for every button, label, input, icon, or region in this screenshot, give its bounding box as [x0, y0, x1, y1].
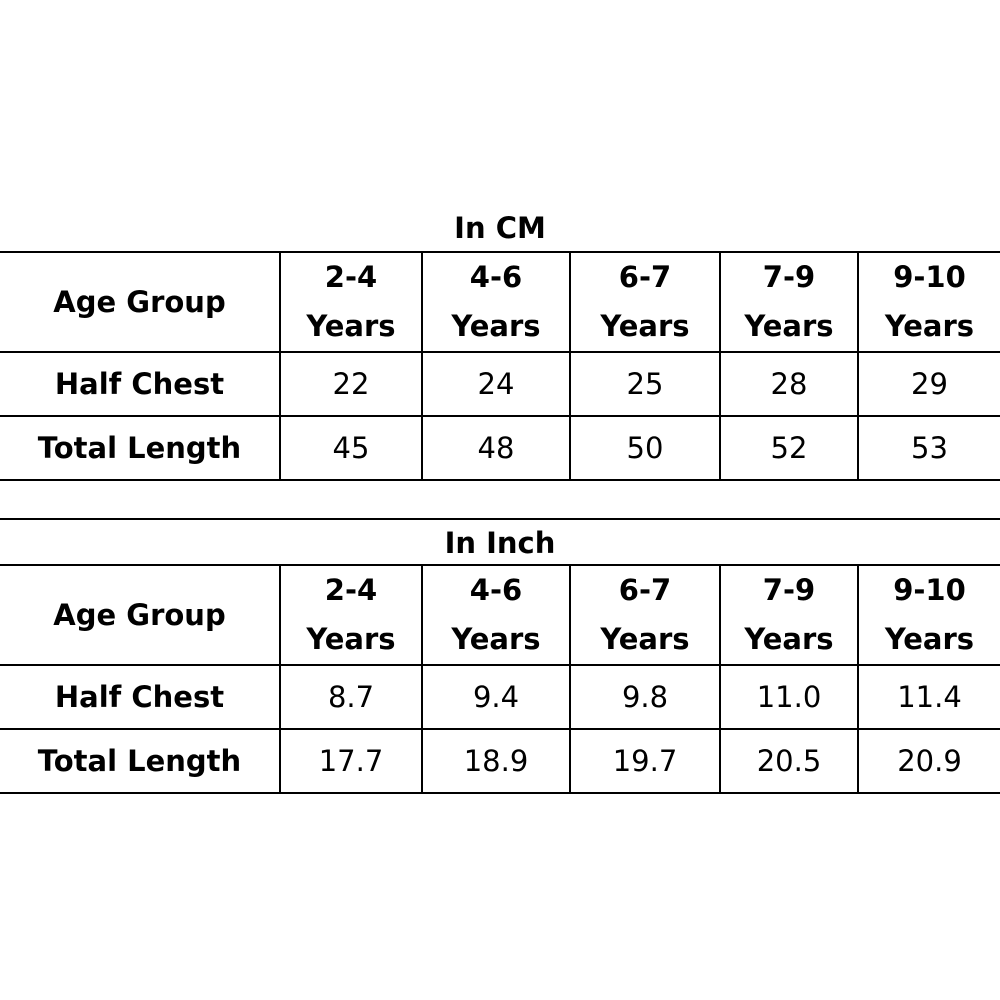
age-group-cell: 4-6 Years [421, 251, 571, 353]
value-cell: 29 [857, 351, 1000, 417]
value-cell: 48 [421, 415, 571, 481]
age-unit: Years [306, 309, 396, 343]
age-unit: Years [744, 309, 834, 343]
header-row: Age Group 2-4 Years 4-6 Years 6-7 Years 7-9… [0, 564, 1000, 666]
age-group-cell: 9-10 Years [857, 251, 1000, 353]
age-range: 9-10 [893, 260, 966, 294]
value-cell: 28 [719, 351, 859, 417]
value-cell: 45 [279, 415, 423, 481]
row-label: Total Length [0, 415, 281, 481]
table-row: Half Chest 8.7 9.4 9.8 11.0 11.4 [0, 664, 1000, 730]
age-group-header: Age Group [0, 251, 281, 353]
age-range: 4-6 [469, 573, 523, 607]
row-label: Half Chest [0, 664, 281, 730]
value-cell: 50 [569, 415, 721, 481]
value-cell: 9.8 [569, 664, 721, 730]
age-group-cell: 2-4 Years [279, 564, 423, 666]
row-label: Half Chest [0, 351, 281, 417]
age-range: 2-4 [324, 573, 378, 607]
value-cell: 11.4 [857, 664, 1000, 730]
age-group-cell: 9-10 Years [857, 564, 1000, 666]
age-range: 7-9 [762, 573, 816, 607]
value-cell: 8.7 [279, 664, 423, 730]
value-cell: 11.0 [719, 664, 859, 730]
value-cell: 22 [279, 351, 423, 417]
age-group-cell: 7-9 Years [719, 564, 859, 666]
value-cell: 52 [719, 415, 859, 481]
age-unit: Years [600, 622, 690, 656]
age-range: 9-10 [893, 573, 966, 607]
value-cell: 20.9 [857, 728, 1000, 794]
age-range: 6-7 [618, 260, 672, 294]
age-range: 6-7 [618, 573, 672, 607]
value-cell: 18.9 [421, 728, 571, 794]
table-row: Total Length 45 48 50 52 53 [0, 415, 1000, 481]
value-cell: 17.7 [279, 728, 423, 794]
age-range: 4-6 [469, 260, 523, 294]
value-cell: 19.7 [569, 728, 721, 794]
value-cell: 25 [569, 351, 721, 417]
age-range: 2-4 [324, 260, 378, 294]
row-label: Total Length [0, 728, 281, 794]
size-table: Age Group 2-4 Years 4-6 Years 6-7 Years 7-9… [0, 564, 1000, 794]
age-group-cell: 7-9 Years [719, 251, 859, 353]
age-unit: Years [744, 622, 834, 656]
age-group-cell: 6-7 Years [569, 564, 721, 666]
header-row: Age Group 2-4 Years 4-6 Years 6-7 Years 7-9… [0, 251, 1000, 353]
value-cell: 9.4 [421, 664, 571, 730]
table-title: In Inch [0, 518, 1000, 564]
size-table: Age Group 2-4 Years 4-6 Years 6-7 Years 7-9… [0, 251, 1000, 481]
age-unit: Years [306, 622, 396, 656]
value-cell: 53 [857, 415, 1000, 481]
age-unit: Years [884, 622, 975, 656]
age-unit: Years [600, 309, 690, 343]
size-chart-inch: In Inch Age Group 2-4 Years 4-6 Years 6-7 Y… [0, 518, 1000, 794]
value-cell: 20.5 [719, 728, 859, 794]
age-group-cell: 2-4 Years [279, 251, 423, 353]
size-chart-cm: In CM Age Group 2-4 Years 4-6 Years 6-7 Yea… [0, 205, 1000, 481]
table-row: Total Length 17.7 18.9 19.7 20.5 20.9 [0, 728, 1000, 794]
value-cell: 24 [421, 351, 571, 417]
age-unit: Years [451, 622, 541, 656]
age-group-cell: 4-6 Years [421, 564, 571, 666]
age-range: 7-9 [762, 260, 816, 294]
age-group-header: Age Group [0, 564, 281, 666]
age-group-cell: 6-7 Years [569, 251, 721, 353]
table-row: Half Chest 22 24 25 28 29 [0, 351, 1000, 417]
age-unit: Years [884, 309, 975, 343]
table-title: In CM [454, 211, 546, 245]
age-unit: Years [451, 309, 541, 343]
